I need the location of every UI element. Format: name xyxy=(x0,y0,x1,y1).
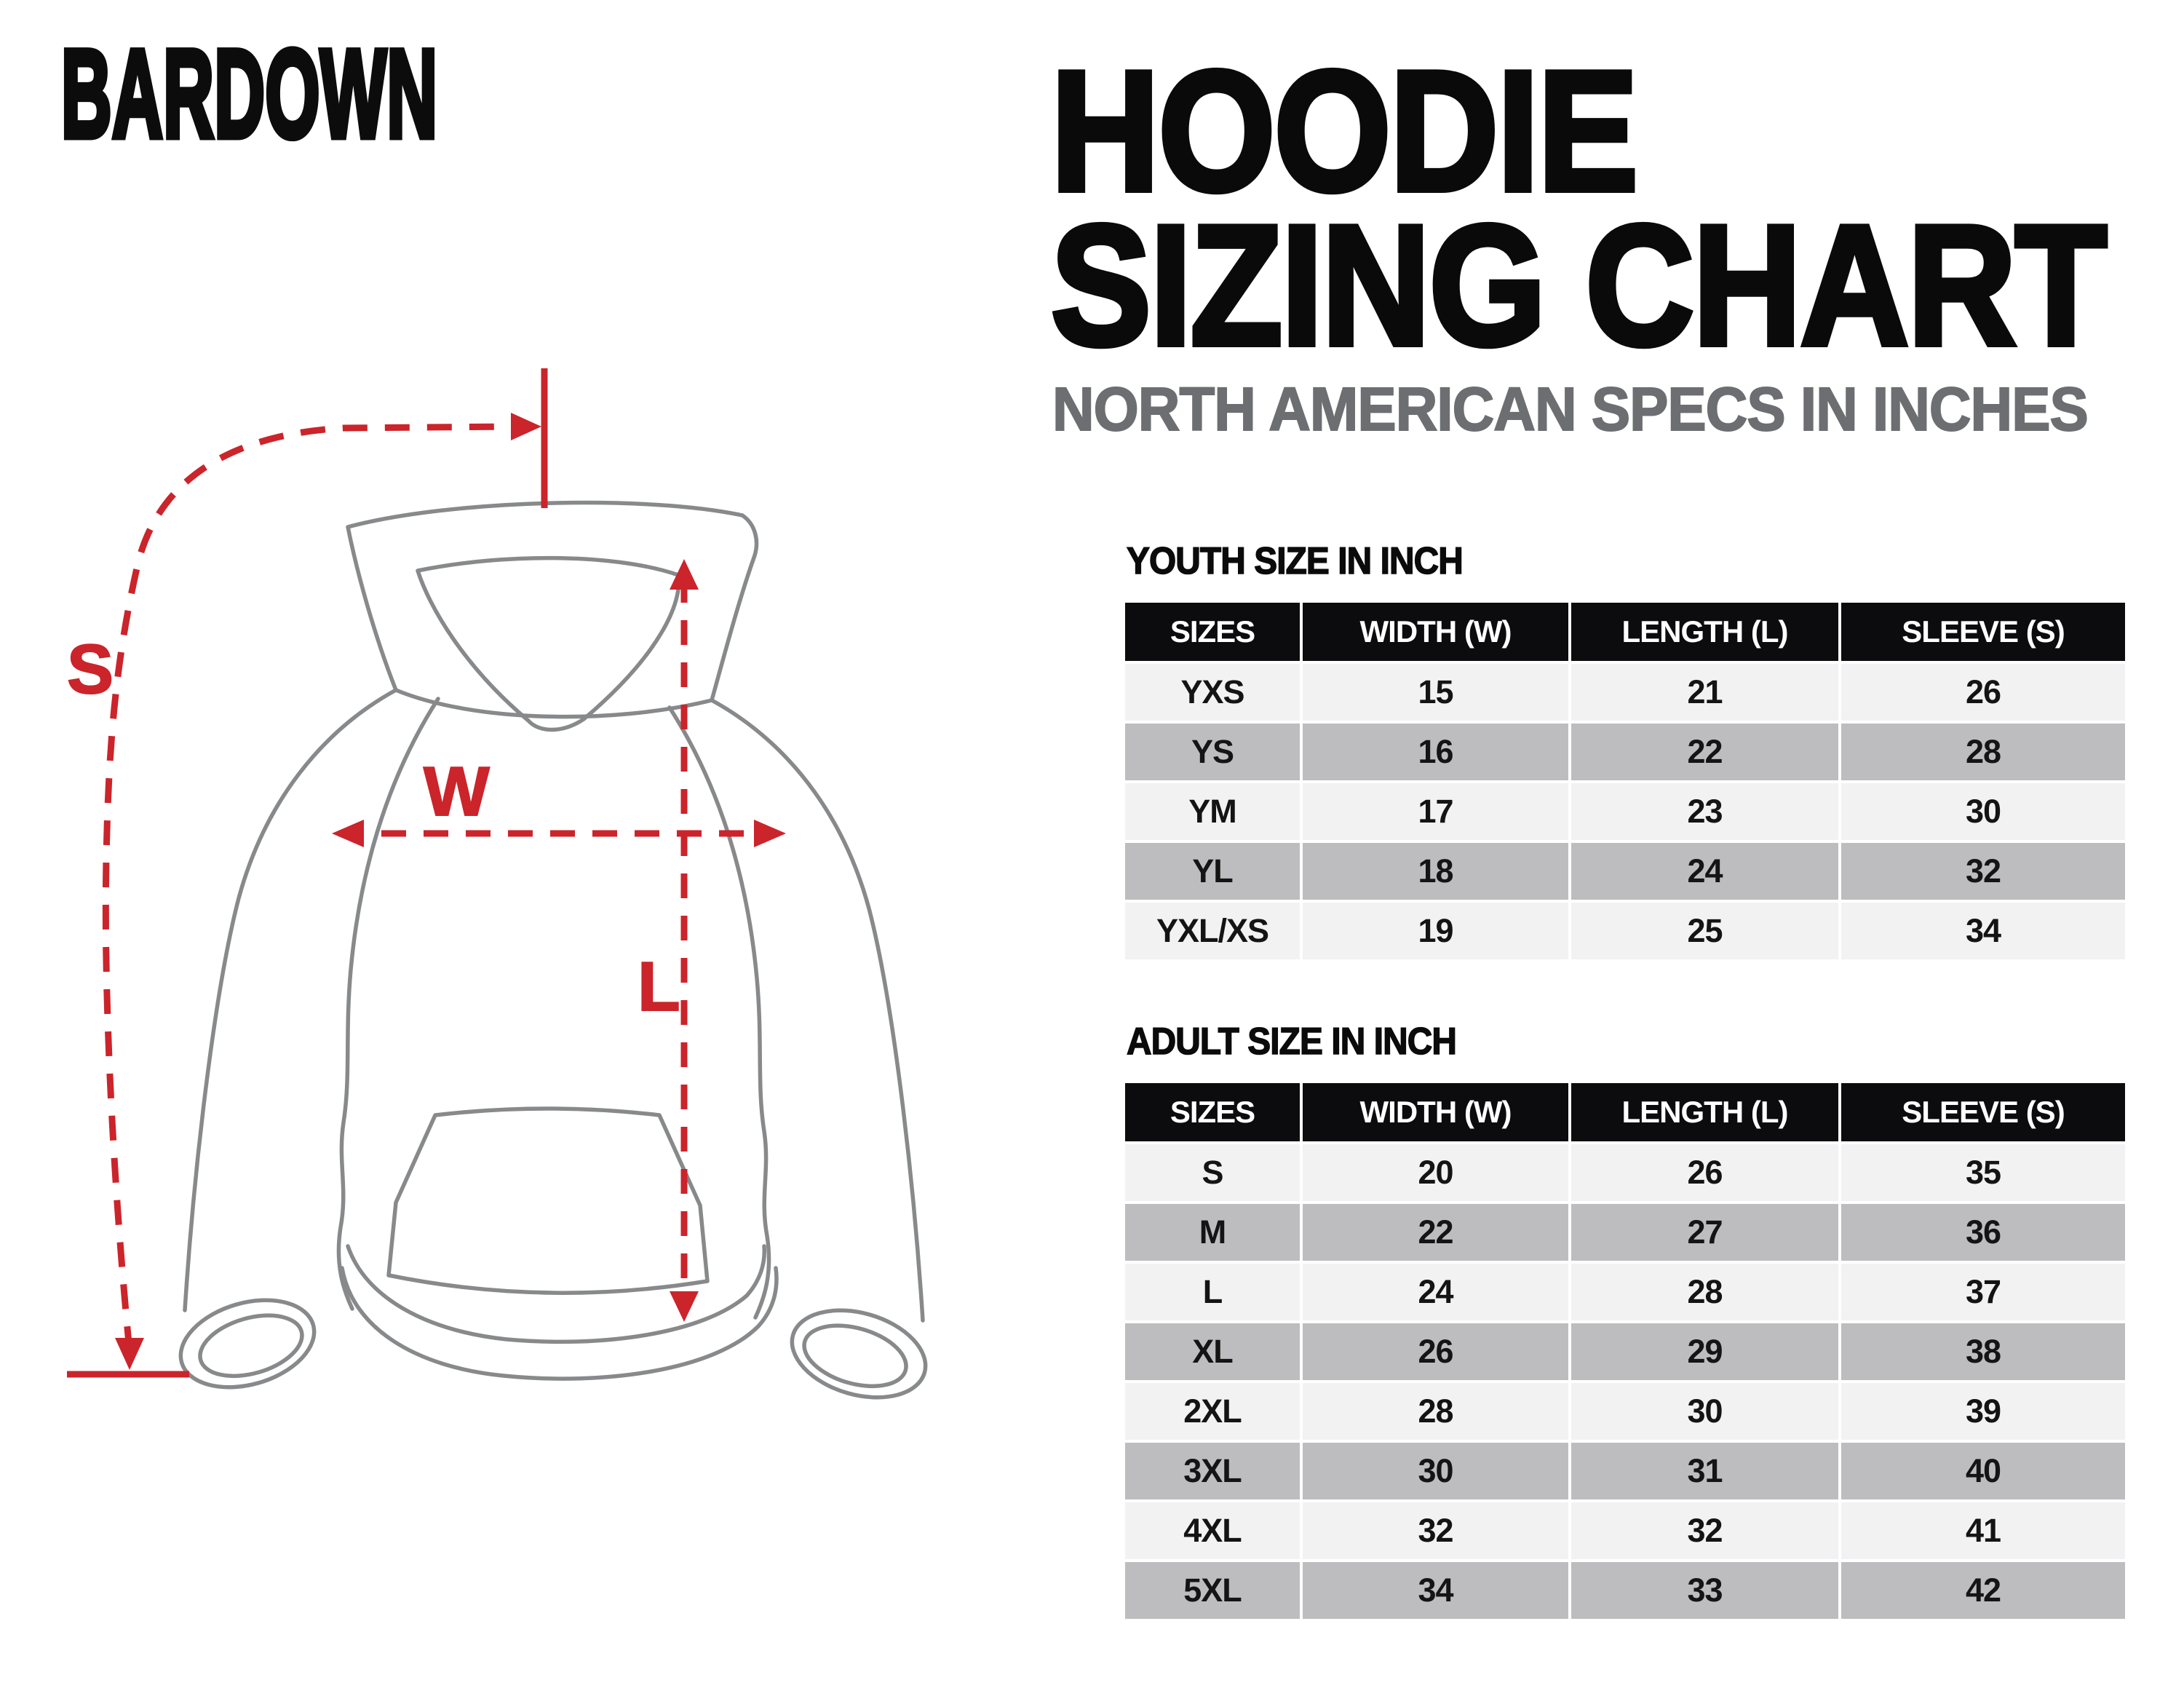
size-value-cell: 20 xyxy=(1303,1144,1568,1201)
width-arrow-right-icon xyxy=(754,820,786,847)
left-sleeve-outer xyxy=(183,688,398,1312)
left-cuff xyxy=(178,1298,317,1390)
size-value-cell: 29 xyxy=(1571,1323,1838,1380)
size-value-cell: 22 xyxy=(1303,1204,1568,1261)
size-value-cell: 42 xyxy=(1841,1562,2125,1619)
column-header: SLEEVE (S) xyxy=(1841,1083,2125,1141)
right-cuff xyxy=(790,1308,928,1400)
size-value-cell: 18 xyxy=(1303,843,1568,900)
size-value-cell: 27 xyxy=(1571,1204,1838,1261)
size-value-cell: 34 xyxy=(1303,1562,1568,1619)
size-value-cell: 26 xyxy=(1303,1323,1568,1380)
left-sleeve-inner xyxy=(336,697,440,1311)
size-value-cell: 15 xyxy=(1303,664,1568,721)
size-value-cell: 31 xyxy=(1571,1443,1838,1499)
size-name-cell: XL xyxy=(1125,1323,1300,1380)
youth-size-section: YOUTH SIZE IN INCH SIZES WIDTH (W) LENGTH … xyxy=(1125,539,2125,959)
hood-opening xyxy=(416,555,681,732)
body-hem-outer xyxy=(340,1266,779,1381)
size-name-cell: L xyxy=(1125,1264,1300,1320)
column-header: LENGTH (L) xyxy=(1571,1083,1838,1141)
column-header: SIZES xyxy=(1125,603,1300,661)
size-value-cell: 19 xyxy=(1303,903,1568,959)
kangaroo-pocket xyxy=(386,1106,710,1295)
length-arrow-up-icon xyxy=(670,559,699,590)
sleeve-arrow-down-icon xyxy=(115,1338,144,1370)
hood-outer xyxy=(346,500,759,719)
size-name-cell: YL xyxy=(1125,843,1300,900)
size-name-cell: 3XL xyxy=(1125,1443,1300,1499)
page-title: HOODIE SIZING CHART xyxy=(1048,35,2184,381)
size-value-cell: 28 xyxy=(1303,1383,1568,1440)
youth-size-table: SIZES WIDTH (W) LENGTH (L) SLEEVE (S) YXS 15 2… xyxy=(1125,603,2125,959)
length-label: L xyxy=(638,948,680,1026)
adult-table-heading: ADULT SIZE IN INCH xyxy=(1126,1020,1457,1063)
size-value-cell: 24 xyxy=(1303,1264,1568,1320)
size-value-cell: 30 xyxy=(1571,1383,1838,1440)
size-value-cell: 35 xyxy=(1841,1144,2125,1201)
size-value-cell: 36 xyxy=(1841,1204,2125,1261)
size-value-cell: 28 xyxy=(1841,724,2125,780)
size-value-cell: 16 xyxy=(1303,724,1568,780)
column-header: SLEEVE (S) xyxy=(1841,603,2125,661)
size-value-cell: 32 xyxy=(1571,1502,1838,1559)
right-sleeve-inner xyxy=(667,705,771,1320)
size-name-cell: 4XL xyxy=(1125,1502,1300,1559)
sleeve-label: S xyxy=(67,630,114,708)
size-value-cell: 30 xyxy=(1303,1443,1568,1499)
size-name-cell: M xyxy=(1125,1204,1300,1261)
size-value-cell: 28 xyxy=(1571,1264,1838,1320)
size-value-cell: 30 xyxy=(1841,783,2125,840)
size-name-cell: YM xyxy=(1125,783,1300,840)
length-arrow-down-icon xyxy=(670,1291,699,1322)
size-name-cell: YXS xyxy=(1125,664,1300,721)
title-line-2: SIZING CHART xyxy=(1048,189,2109,381)
column-header: SIZES xyxy=(1125,1083,1300,1141)
size-value-cell: 39 xyxy=(1841,1383,2125,1440)
width-label: W xyxy=(424,753,490,831)
size-value-cell: 33 xyxy=(1571,1562,1838,1619)
column-header: WIDTH (W) xyxy=(1303,1083,1568,1141)
adult-size-table: SIZES WIDTH (W) LENGTH (L) SLEEVE (S) S 20 26 3… xyxy=(1125,1083,2125,1619)
size-value-cell: 32 xyxy=(1303,1502,1568,1559)
measurement-marks: S W L xyxy=(66,368,786,1378)
size-value-cell: 26 xyxy=(1841,664,2125,721)
size-name-cell: 2XL xyxy=(1125,1383,1300,1440)
width-arrow-left-icon xyxy=(332,820,364,847)
title-line-1: HOODIE xyxy=(1048,35,1640,226)
column-header: WIDTH (W) xyxy=(1303,603,1568,661)
hoodie-measurement-diagram: S W L xyxy=(66,368,928,1400)
size-value-cell: 32 xyxy=(1841,843,2125,900)
size-name-cell: 5XL xyxy=(1125,1562,1300,1619)
brand-logo: BARDOWN xyxy=(59,24,439,164)
column-header: LENGTH (L) xyxy=(1571,603,1838,661)
size-value-cell: 25 xyxy=(1571,903,1838,959)
size-value-cell: 26 xyxy=(1571,1144,1838,1201)
right-sleeve-outer xyxy=(710,698,925,1323)
size-name-cell: S xyxy=(1125,1144,1300,1201)
sleeve-measure-line xyxy=(102,423,512,1352)
size-value-cell: 17 xyxy=(1303,783,1568,840)
size-value-cell: 37 xyxy=(1841,1264,2125,1320)
size-name-cell: YS xyxy=(1125,724,1300,780)
size-value-cell: 24 xyxy=(1571,843,1838,900)
adult-size-section: ADULT SIZE IN INCH SIZES WIDTH (W) LENGTH … xyxy=(1125,1019,2125,1619)
size-name-cell: YXL/XS xyxy=(1125,903,1300,959)
size-value-cell: 38 xyxy=(1841,1323,2125,1380)
youth-table-heading: YOUTH SIZE IN INCH xyxy=(1126,539,1464,583)
size-value-cell: 21 xyxy=(1571,664,1838,721)
sleeve-arrow-right-icon xyxy=(511,413,541,440)
size-value-cell: 40 xyxy=(1841,1443,2125,1499)
size-value-cell: 41 xyxy=(1841,1502,2125,1559)
size-value-cell: 23 xyxy=(1571,783,1838,840)
size-value-cell: 22 xyxy=(1571,724,1838,780)
body-hem-inner xyxy=(346,1244,767,1344)
size-value-cell: 34 xyxy=(1841,903,2125,959)
title-subtitle: NORTH AMERICAN SPECS IN INCHES xyxy=(1052,374,2089,444)
hoodie-outline xyxy=(178,500,928,1400)
